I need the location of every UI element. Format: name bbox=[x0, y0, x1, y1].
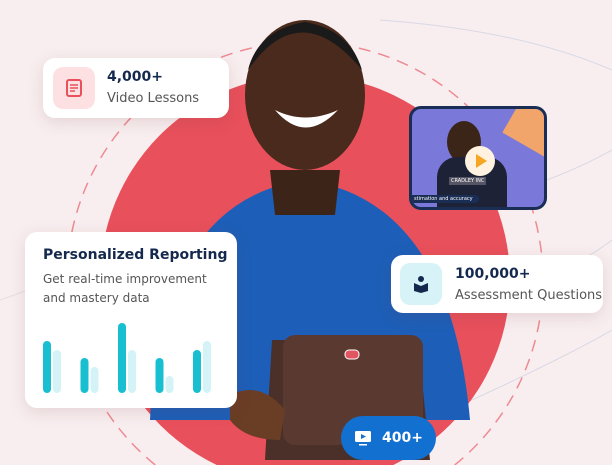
video-preview[interactable]: CRADLEY INC stimation and accuracy bbox=[409, 106, 547, 210]
video-screen-icon bbox=[355, 431, 372, 446]
chart-bar bbox=[90, 367, 99, 393]
video-lessons-card: 4,000+ Video Lessons bbox=[43, 58, 229, 118]
reading-person-icon bbox=[400, 263, 442, 305]
reporting-card: Personalized Reporting Get real-time imp… bbox=[25, 232, 237, 408]
reporting-chart bbox=[43, 323, 211, 393]
chart-bar bbox=[53, 350, 61, 393]
video-count-pill[interactable]: 400+ bbox=[341, 416, 436, 460]
video-lessons-label: Video Lessons bbox=[107, 91, 200, 106]
assessment-count: 100,000+ bbox=[455, 266, 531, 282]
video-lessons-count: 4,000+ bbox=[107, 69, 164, 85]
chart-bar bbox=[118, 323, 126, 393]
chart-bar bbox=[128, 350, 136, 393]
video-count: 400+ bbox=[382, 430, 423, 446]
play-icon[interactable] bbox=[465, 146, 495, 176]
chart-bar bbox=[203, 341, 211, 393]
chart-bar bbox=[155, 358, 164, 393]
chart-bar bbox=[43, 341, 51, 393]
reporting-title: Personalized Reporting bbox=[43, 247, 228, 263]
chart-bar bbox=[80, 358, 89, 393]
document-icon bbox=[53, 67, 95, 109]
assessment-card: 100,000+ Assessment Questions bbox=[391, 255, 603, 313]
video-caption: stimation and accuracy bbox=[412, 195, 479, 203]
chart-bar bbox=[165, 376, 174, 393]
chart-bar bbox=[193, 350, 201, 393]
reporting-description: Get real-time improvement and mastery da… bbox=[43, 272, 207, 305]
assessment-label: Assessment Questions bbox=[455, 288, 603, 303]
